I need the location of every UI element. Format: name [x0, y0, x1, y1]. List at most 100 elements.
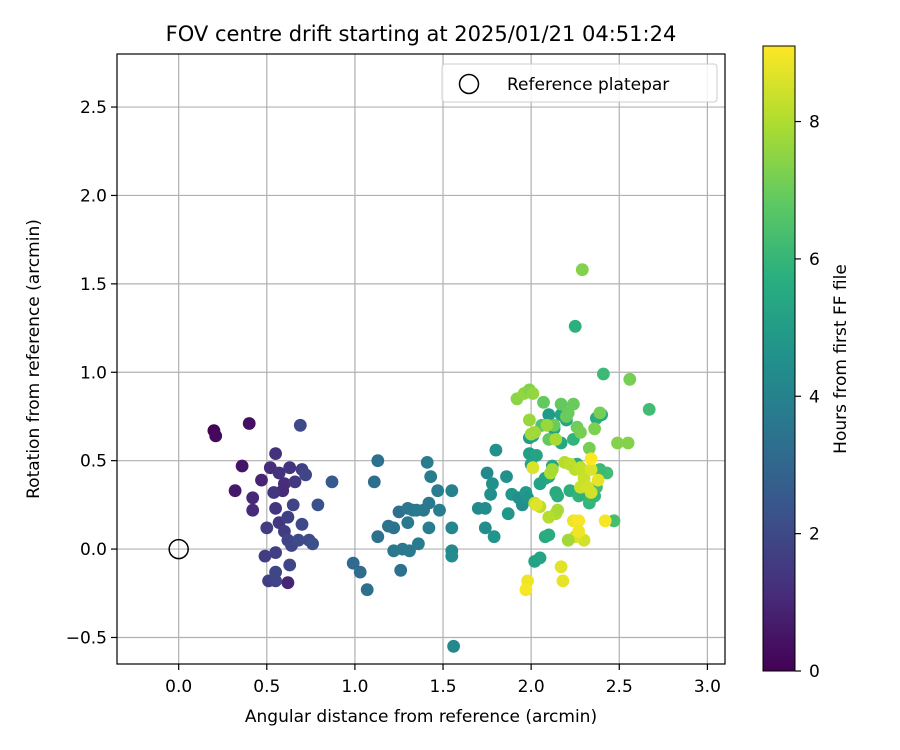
data-point — [478, 502, 492, 515]
data-point — [489, 443, 503, 457]
data-point — [540, 418, 554, 432]
data-point — [228, 484, 242, 498]
data-point — [591, 473, 605, 487]
data-point — [283, 461, 297, 475]
data-point — [575, 263, 589, 277]
x-axis-label: Angular distance from reference (arcmin) — [245, 707, 597, 727]
data-point — [567, 397, 580, 411]
data-point — [394, 563, 408, 577]
data-point — [293, 418, 307, 432]
data-point — [551, 503, 564, 517]
data-point — [623, 372, 637, 386]
data-point — [269, 574, 282, 588]
x-axis-ticks: 0.0 0.5 1.0 1.5 2.0 2.5 3.0 — [165, 664, 721, 697]
x-tick-label: 0.0 — [165, 677, 192, 697]
data-point — [288, 475, 302, 489]
x-tick-label: 2.5 — [606, 677, 633, 697]
data-point — [269, 565, 282, 579]
data-point — [255, 473, 268, 487]
data-point — [528, 426, 542, 439]
data-point — [554, 397, 568, 411]
colorbar-tick-label: 4 — [809, 387, 820, 407]
data-point — [568, 319, 582, 333]
data-point — [281, 576, 295, 590]
data-point — [299, 468, 312, 482]
data-point — [584, 463, 598, 476]
data-point — [209, 429, 223, 443]
data-point — [542, 408, 556, 422]
data-point — [484, 487, 497, 501]
data-point — [422, 496, 436, 510]
data-point — [242, 417, 256, 430]
data-point — [445, 549, 459, 563]
colorbar-tick-label: 2 — [809, 525, 820, 545]
data-point — [387, 521, 401, 535]
y-tick-label: 2.0 — [80, 186, 107, 206]
data-point — [642, 403, 656, 416]
colorbar-tick-label: 8 — [809, 113, 820, 133]
x-tick-label: 3.0 — [694, 677, 721, 697]
y-axis-ticks: −0.5 0.0 0.5 1.0 1.5 2.0 2.5 — [66, 98, 117, 648]
y-tick-label: 1.0 — [80, 363, 107, 383]
data-point — [549, 433, 563, 446]
data-point — [445, 521, 459, 535]
data-point — [530, 449, 543, 462]
data-point — [403, 544, 416, 558]
data-point — [556, 574, 570, 588]
y-tick-label: −0.5 — [66, 628, 107, 648]
data-point — [572, 514, 586, 528]
data-point — [269, 546, 282, 559]
data-point — [561, 533, 575, 547]
data-point — [269, 447, 282, 460]
data-point — [306, 537, 319, 551]
data-point — [574, 426, 587, 439]
reference-marker — [168, 538, 189, 560]
data-point — [611, 436, 624, 450]
chart-title: FOV centre drift starting at 2025/01/21 … — [166, 22, 677, 46]
data-point — [526, 387, 540, 400]
data-point — [269, 502, 282, 515]
x-tick-label: 2.0 — [518, 677, 545, 697]
data-point — [582, 441, 596, 455]
data-point — [478, 521, 492, 535]
data-point — [621, 436, 635, 450]
data-point — [593, 463, 607, 476]
data-point — [367, 475, 381, 489]
data-point — [572, 525, 586, 538]
data-point — [445, 484, 459, 498]
data-point — [353, 565, 367, 579]
data-point — [486, 477, 499, 491]
data-point — [526, 461, 540, 475]
x-tick-label: 0.5 — [253, 677, 280, 697]
x-tick-label: 1.0 — [341, 677, 368, 697]
legend-reference-marker-icon — [458, 73, 480, 95]
data-point — [537, 395, 550, 409]
data-point — [420, 456, 434, 469]
data-point — [246, 491, 260, 505]
data-point — [371, 454, 385, 468]
data-point — [283, 558, 297, 572]
reference-point — [168, 538, 189, 560]
data-point — [533, 551, 547, 565]
data-point — [325, 475, 339, 489]
colorbar-tick-label: 0 — [809, 662, 820, 682]
y-tick-label: 0.0 — [80, 540, 107, 560]
data-point — [519, 583, 533, 597]
data-point — [286, 498, 300, 512]
data-point — [551, 489, 564, 503]
data-point — [542, 510, 556, 524]
x-tick-label: 1.5 — [430, 677, 457, 697]
data-point — [554, 560, 568, 574]
data-point — [545, 463, 559, 476]
data-point — [346, 556, 360, 570]
data-point — [235, 459, 249, 473]
data-point — [433, 503, 446, 517]
data-point — [487, 530, 501, 544]
legend-label: Reference platepar — [507, 75, 669, 95]
data-point — [584, 486, 598, 499]
data-point — [360, 583, 374, 597]
data-point — [501, 507, 515, 521]
data-point — [281, 510, 295, 524]
data-point — [598, 514, 612, 528]
data-point — [607, 514, 621, 528]
